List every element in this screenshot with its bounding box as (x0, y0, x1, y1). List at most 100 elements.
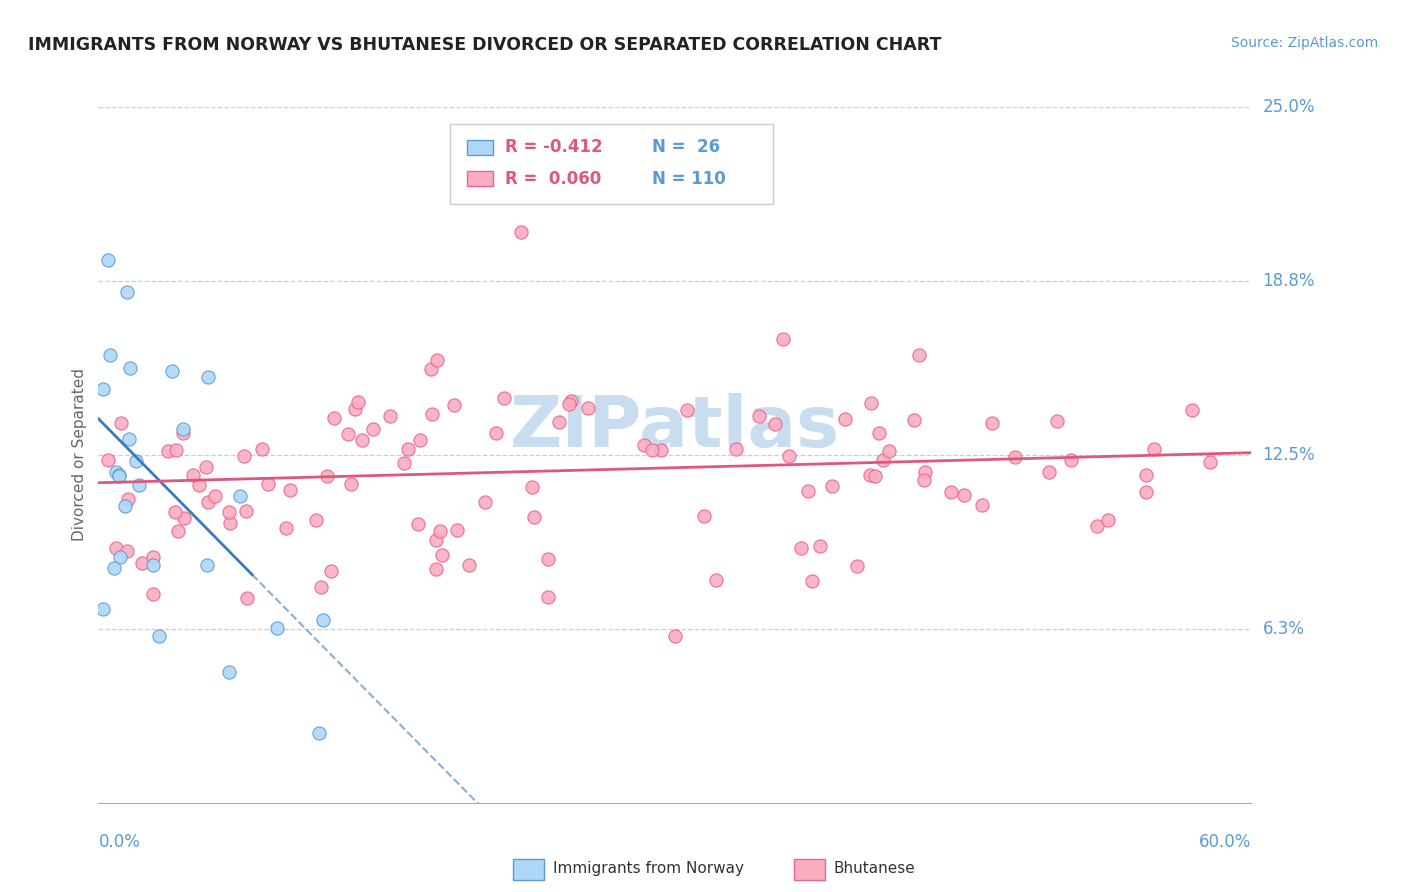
Text: Bhutanese: Bhutanese (834, 862, 915, 876)
Point (485, 426, 508, 441)
Text: 25.0%: 25.0% (1263, 98, 1315, 116)
Point (103, 561, 125, 575)
Point (1135, 484, 1157, 499)
Point (796, 484, 818, 499)
Point (748, 409, 770, 423)
Point (1097, 513, 1119, 527)
Point (321, 564, 343, 578)
Point (274, 521, 297, 535)
Text: Source: ZipAtlas.com: Source: ZipAtlas.com (1230, 36, 1378, 50)
Point (172, 422, 194, 436)
Point (339, 477, 361, 491)
Text: R =  0.060: R = 0.060 (505, 169, 602, 187)
Point (641, 442, 664, 457)
Point (141, 550, 163, 565)
Point (1060, 453, 1083, 467)
Point (312, 613, 335, 627)
Point (537, 552, 560, 566)
FancyBboxPatch shape (450, 124, 773, 204)
Point (266, 621, 288, 635)
Point (308, 726, 330, 740)
Bar (467, 171, 492, 186)
Point (560, 393, 582, 408)
Point (981, 416, 1004, 430)
Point (704, 573, 727, 587)
Point (218, 665, 240, 679)
Point (347, 395, 370, 409)
Point (115, 543, 138, 558)
Text: N =  26: N = 26 (652, 138, 720, 156)
Point (494, 391, 516, 405)
Point (808, 539, 831, 553)
Point (633, 438, 655, 452)
Point (425, 533, 447, 547)
Text: 60.0%: 60.0% (1199, 833, 1251, 851)
Point (204, 490, 226, 504)
Point (510, 225, 533, 239)
Point (1199, 454, 1222, 468)
Text: 18.8%: 18.8% (1263, 272, 1315, 290)
Point (457, 558, 479, 572)
Point (558, 397, 581, 411)
Text: ZIPatlas: ZIPatlas (510, 392, 839, 461)
Point (118, 361, 141, 376)
Point (380, 409, 402, 424)
Point (350, 433, 373, 447)
Point (105, 465, 128, 479)
Point (725, 442, 748, 457)
Point (790, 541, 813, 556)
Point (197, 370, 219, 384)
Point (409, 433, 432, 447)
Point (98, 348, 121, 362)
Point (446, 524, 468, 538)
Point (868, 426, 890, 441)
Point (104, 541, 127, 556)
Point (323, 411, 346, 425)
Point (692, 509, 714, 524)
Point (676, 403, 699, 417)
Point (426, 353, 449, 368)
Point (664, 629, 686, 643)
Point (430, 548, 453, 562)
Point (160, 364, 183, 378)
Point (1038, 465, 1060, 479)
Point (97, 453, 120, 467)
Y-axis label: Divorced or Separated: Divorced or Separated (72, 368, 87, 541)
Point (547, 416, 569, 430)
Point (361, 422, 384, 436)
Point (336, 426, 359, 441)
Point (1181, 403, 1204, 417)
Point (772, 332, 794, 346)
Point (188, 477, 211, 491)
Point (763, 417, 786, 432)
Point (141, 586, 163, 600)
Point (128, 478, 150, 492)
Point (107, 468, 129, 483)
Text: 6.3%: 6.3% (1263, 620, 1305, 638)
Point (233, 449, 256, 463)
Point (821, 479, 844, 493)
Point (396, 442, 419, 457)
Point (115, 285, 138, 299)
Point (914, 465, 936, 479)
Point (419, 362, 441, 376)
Point (305, 513, 328, 527)
Point (110, 416, 132, 430)
Point (257, 476, 280, 491)
Point (167, 524, 190, 538)
Point (165, 443, 187, 458)
Point (91, 382, 114, 396)
Point (1135, 467, 1157, 482)
Point (859, 467, 882, 482)
Point (392, 456, 415, 470)
Text: 0.0%: 0.0% (98, 833, 141, 851)
Point (903, 413, 925, 427)
Point (316, 469, 339, 483)
Point (163, 505, 186, 519)
Point (148, 629, 170, 643)
Point (907, 348, 929, 362)
Point (778, 449, 800, 463)
Point (1085, 519, 1108, 533)
Point (218, 505, 240, 519)
Point (443, 398, 465, 412)
